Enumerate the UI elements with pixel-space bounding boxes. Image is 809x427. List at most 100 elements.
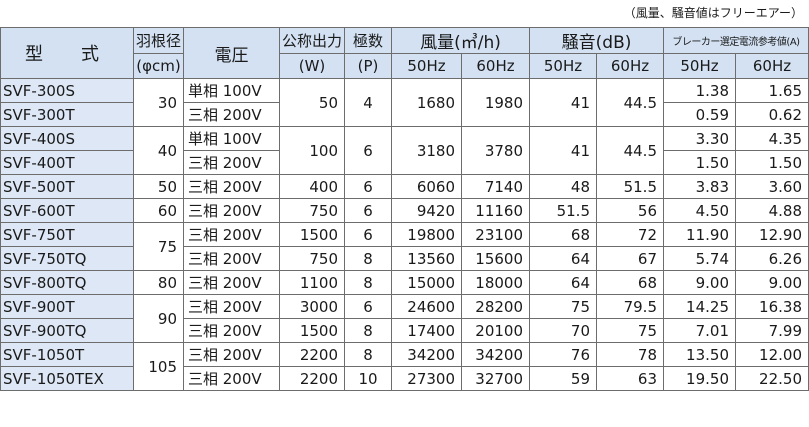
airflow-50-cell: 3180 (391, 126, 462, 175)
model-cell: SVF-1050TEX (0, 366, 134, 391)
voltage-cell: 三相 200V (183, 198, 280, 223)
voltage-cell: 単相 100V (183, 78, 280, 103)
header-noise: 騒音(dB) (529, 27, 664, 54)
airflow-60-cell: 34200 (461, 342, 530, 367)
voltage-cell: 三相 200V (183, 246, 280, 271)
poles-cell: 6 (344, 222, 392, 247)
airflow-50-cell: 15000 (391, 270, 462, 295)
airflow-50-cell: 34200 (391, 342, 462, 367)
header-voltage: 電圧 (183, 27, 280, 79)
header-output-unit: (W) (279, 53, 345, 79)
noise-60-cell: 67 (596, 246, 664, 271)
table-row: SVF-900T 90 三相 200V 3000 6 24600 28200 7… (0, 294, 809, 343)
table-row: SVF-900TQ 三相 200V 1500 8 17400 20100 70 … (0, 318, 809, 343)
noise-50-cell: 75 (529, 294, 597, 319)
airflow-60-cell: 1980 (461, 78, 530, 127)
airflow-50-cell: 17400 (391, 318, 462, 343)
voltage-cell: 三相 200V (183, 342, 280, 367)
blade-cell: 30 (133, 78, 184, 127)
table-row: SVF-750TQ 三相 200V 750 8 13560 15600 64 6… (0, 246, 809, 271)
airflow-60-cell: 20100 (461, 318, 530, 343)
header-airflow-60hz: 60Hz (461, 53, 530, 79)
breaker-50-cell: 5.74 (663, 246, 736, 271)
blade-cell: 80 (133, 270, 184, 295)
blade-cell: 60 (133, 198, 184, 223)
model-cell: SVF-400T (0, 150, 134, 175)
airflow-60-cell: 7140 (461, 174, 530, 199)
model-cell: SVF-900T (0, 294, 134, 319)
voltage-cell: 三相 200V (183, 150, 280, 175)
breaker-50-cell: 1.50 (663, 150, 736, 175)
noise-60-cell: 68 (596, 270, 664, 295)
model-cell: SVF-800TQ (0, 270, 134, 295)
breaker-50-cell: 4.50 (663, 198, 736, 223)
noise-50-cell: 41 (529, 126, 597, 175)
breaker-60-cell: 0.62 (735, 102, 809, 127)
table-row: SVF-500T 50 三相 200V 400 6 6060 7140 48 5… (0, 174, 809, 199)
noise-50-cell: 76 (529, 342, 597, 367)
header-noise-60hz: 60Hz (596, 53, 664, 79)
breaker-50-cell: 3.83 (663, 174, 736, 199)
free-air-note: （風量、騒音値はフリーエアー） (623, 6, 803, 20)
table-row: SVF-1050T 105 三相 200V 2200 8 34200 34200… (0, 342, 809, 391)
airflow-50-cell: 1680 (391, 78, 462, 127)
output-cell: 750 (279, 198, 345, 223)
breaker-60-cell: 6.26 (735, 246, 809, 271)
header-airflow-50hz: 50Hz (391, 53, 462, 79)
table-row: SVF-750T 75 三相 200V 1500 6 19800 23100 6… (0, 222, 809, 271)
noise-60-cell: 44.5 (596, 78, 664, 127)
model-cell: SVF-750TQ (0, 246, 134, 271)
airflow-60-cell: 32700 (461, 366, 530, 391)
table-row: SVF-400S 40 単相 100V 100 6 3180 3780 41 4… (0, 126, 809, 175)
header-breaker-60hz: 60Hz (735, 53, 809, 79)
model-cell: SVF-300S (0, 78, 134, 103)
airflow-50-cell: 13560 (391, 246, 462, 271)
breaker-50-cell: 1.38 (663, 78, 736, 103)
voltage-cell: 三相 200V (183, 270, 280, 295)
spec-table: 型 式 羽根径 電圧 公称出力 極数 風量(㎥/h) 騒音(dB) ブレーカー選… (0, 27, 809, 391)
breaker-50-cell: 9.00 (663, 270, 736, 295)
breaker-60-cell: 7.99 (735, 318, 809, 343)
poles-cell: 8 (344, 270, 392, 295)
breaker-60-cell: 22.50 (735, 366, 809, 391)
noise-60-cell: 75 (596, 318, 664, 343)
voltage-cell: 三相 200V (183, 102, 280, 127)
header-output: 公称出力 (279, 27, 345, 54)
header-noise-50hz: 50Hz (529, 53, 597, 79)
header-breaker-50hz: 50Hz (663, 53, 736, 79)
noise-50-cell: 64 (529, 270, 597, 295)
header-poles-unit: (P) (344, 53, 392, 79)
breaker-50-cell: 13.50 (663, 342, 736, 367)
model-cell: SVF-1050T (0, 342, 134, 367)
output-cell: 750 (279, 246, 345, 271)
poles-cell: 6 (344, 174, 392, 199)
output-cell: 1500 (279, 222, 345, 247)
header-blade: 羽根径 (133, 27, 184, 54)
header-model: 型 式 (0, 27, 134, 79)
model-cell: SVF-300T (0, 102, 134, 127)
breaker-60-cell: 16.38 (735, 294, 809, 319)
noise-50-cell: 70 (529, 318, 597, 343)
output-cell: 50 (279, 78, 345, 127)
model-cell: SVF-750T (0, 222, 134, 247)
output-cell: 3000 (279, 294, 345, 319)
airflow-60-cell: 11160 (461, 198, 530, 223)
noise-50-cell: 48 (529, 174, 597, 199)
airflow-50-cell: 19800 (391, 222, 462, 247)
noise-60-cell: 63 (596, 366, 664, 391)
breaker-60-cell: 4.35 (735, 126, 809, 151)
poles-cell: 8 (344, 318, 392, 343)
model-cell: SVF-600T (0, 198, 134, 223)
poles-cell: 8 (344, 342, 392, 367)
breaker-60-cell: 1.50 (735, 150, 809, 175)
airflow-50-cell: 24600 (391, 294, 462, 319)
output-cell: 1100 (279, 270, 345, 295)
noise-60-cell: 79.5 (596, 294, 664, 319)
breaker-60-cell: 3.60 (735, 174, 809, 199)
output-cell: 1500 (279, 318, 345, 343)
poles-cell: 6 (344, 294, 392, 319)
airflow-60-cell: 18000 (461, 270, 530, 295)
blade-cell: 90 (133, 294, 184, 343)
table-row: SVF-400T 三相 200V 1.50 1.50 (0, 150, 809, 175)
airflow-60-cell: 28200 (461, 294, 530, 319)
